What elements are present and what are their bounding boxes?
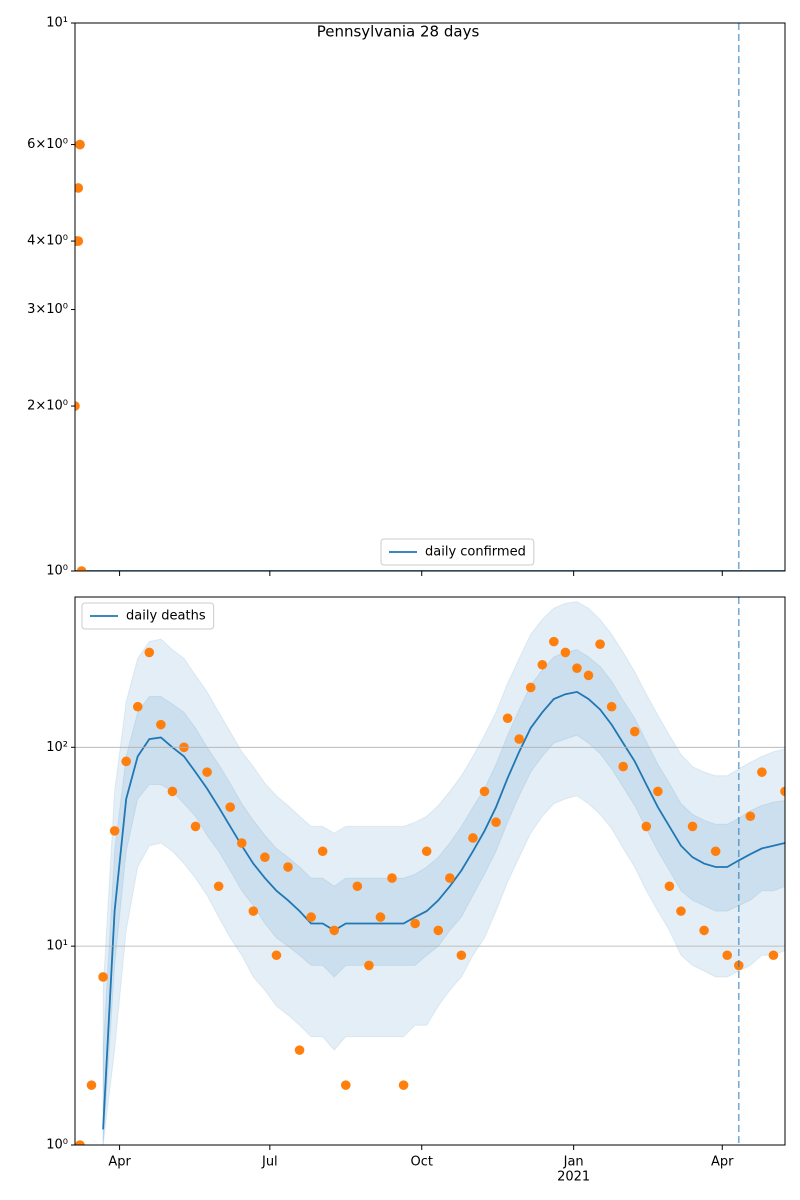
- legend-box: [81, 602, 215, 630]
- data-point: [248, 906, 259, 916]
- legend: daily confirmed: [380, 538, 535, 566]
- data-point: [445, 873, 455, 883]
- data-point: [225, 802, 236, 812]
- data-point: [641, 821, 652, 832]
- data-point: [722, 950, 733, 961]
- data-point: [699, 925, 709, 936]
- data-point: [283, 862, 293, 872]
- data-point: [572, 663, 582, 673]
- data-point: [560, 647, 571, 658]
- data-point: [676, 906, 686, 916]
- y-tick-label: 6×10⁰: [27, 137, 68, 152]
- data-point: [364, 960, 374, 971]
- y-tick-label: 3×10⁰: [27, 302, 68, 317]
- x-tick-label: Apr: [711, 1155, 734, 1170]
- data-point: [75, 183, 84, 193]
- data-point: [98, 972, 108, 982]
- x-tick-label: Jul: [261, 1155, 278, 1170]
- data-point: [710, 846, 721, 857]
- data-point: [421, 846, 432, 857]
- data-point: [502, 713, 513, 724]
- data-point: [757, 767, 767, 777]
- data-point: [306, 912, 316, 922]
- y-tick-label: 4×10⁰: [27, 234, 68, 249]
- data-point: [525, 682, 536, 693]
- data-point: [329, 925, 340, 936]
- x-tick-label: Oct: [411, 1155, 433, 1170]
- chart-title: Pennsylvania 28 days: [317, 23, 480, 41]
- data-point: [595, 639, 605, 649]
- data-point: [468, 833, 478, 843]
- data-point: [352, 881, 363, 892]
- data-point: [144, 647, 155, 658]
- data-point: [260, 852, 270, 863]
- data-point: [629, 726, 640, 737]
- data-point: [132, 701, 143, 712]
- data-point: [190, 821, 201, 832]
- data-point: [213, 881, 224, 892]
- legend-label: daily confirmed: [425, 545, 526, 560]
- confidence-band: [102, 649, 785, 1145]
- y-tick-label: 2×10⁰: [27, 399, 68, 414]
- data-point: [75, 1140, 85, 1145]
- data-point: [687, 821, 698, 832]
- data-point: [745, 811, 756, 822]
- legend-label: daily deaths: [126, 609, 206, 624]
- y-tick-label: 10²: [46, 740, 68, 755]
- x-tick-sublabel: 2021: [557, 1170, 590, 1185]
- data-point: [75, 401, 80, 411]
- data-point: [583, 670, 594, 681]
- legend-box: [380, 538, 535, 566]
- data-point: [294, 1045, 305, 1055]
- confidence-band: [102, 601, 785, 1145]
- data-point: [456, 950, 467, 961]
- y-tick-label: 10⁰: [46, 564, 68, 579]
- x-tick-label: Apr: [108, 1155, 131, 1170]
- data-point: [433, 925, 444, 936]
- data-point: [76, 566, 87, 571]
- data-point: [549, 636, 559, 647]
- axes-frame: [74, 22, 786, 572]
- data-point: [479, 786, 490, 797]
- y-tick-label: 10⁰: [46, 1138, 68, 1153]
- axes-frame: [74, 596, 786, 1146]
- data-point: [653, 786, 663, 797]
- data-point: [340, 1080, 351, 1090]
- y-tick-label: 10¹: [46, 939, 68, 954]
- data-line: [102, 690, 785, 1130]
- data-point: [167, 786, 178, 797]
- data-point: [121, 756, 131, 767]
- y-tick-label: 10¹: [46, 16, 68, 31]
- data-point: [271, 950, 282, 961]
- data-point: [618, 761, 628, 772]
- data-point: [398, 1080, 409, 1090]
- legend: daily deaths: [81, 602, 215, 630]
- data-point: [410, 918, 420, 929]
- data-point: [491, 817, 501, 828]
- data-point: [780, 786, 785, 797]
- data-point: [109, 826, 120, 836]
- data-point: [537, 659, 548, 670]
- data-point: [664, 881, 675, 892]
- data-point: [236, 838, 247, 848]
- data-point: [375, 912, 386, 922]
- data-point: [768, 950, 779, 961]
- x-tick-label: Jan: [563, 1155, 584, 1170]
- data-point: [514, 734, 524, 744]
- data-point: [387, 873, 397, 883]
- plot-area: [75, 139, 785, 571]
- data-point: [156, 719, 166, 730]
- data-point: [86, 1080, 97, 1090]
- data-point: [606, 701, 617, 712]
- data-point: [202, 767, 212, 777]
- data-point: [317, 846, 328, 857]
- data-point: [75, 236, 84, 246]
- plot-area: [75, 601, 785, 1145]
- data-point: [75, 139, 85, 150]
